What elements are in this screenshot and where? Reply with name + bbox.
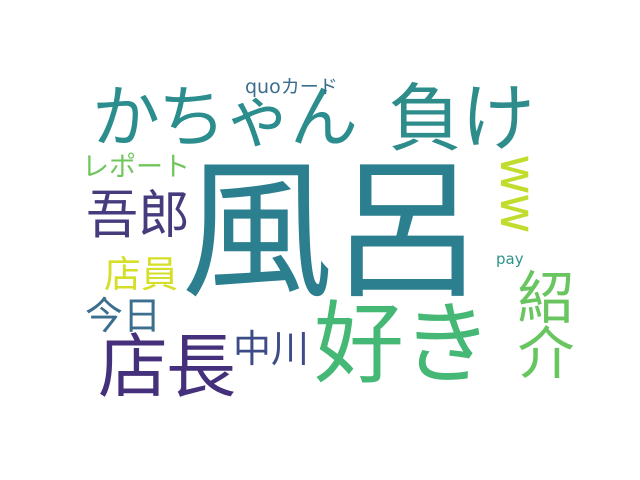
word-tencho: 店長: [98, 326, 236, 408]
word-pay: pay: [496, 250, 524, 268]
word-suki: 好き: [314, 292, 492, 397]
word-kachan: かちゃん: [92, 79, 358, 158]
word-shokai: 紹介: [508, 268, 574, 378]
word-furo: 風呂: [181, 143, 483, 320]
word-make: 負け: [388, 76, 535, 162]
word-kyou: 今日: [85, 294, 162, 338]
word-nakagawa: 中川: [233, 327, 310, 371]
word-goro: 吾郎: [86, 186, 191, 246]
word-report: レポート: [82, 152, 190, 183]
word-ww: ww: [489, 154, 547, 232]
word-tenin: 店員: [104, 253, 178, 296]
word-quo-card: quoカード: [245, 76, 338, 98]
